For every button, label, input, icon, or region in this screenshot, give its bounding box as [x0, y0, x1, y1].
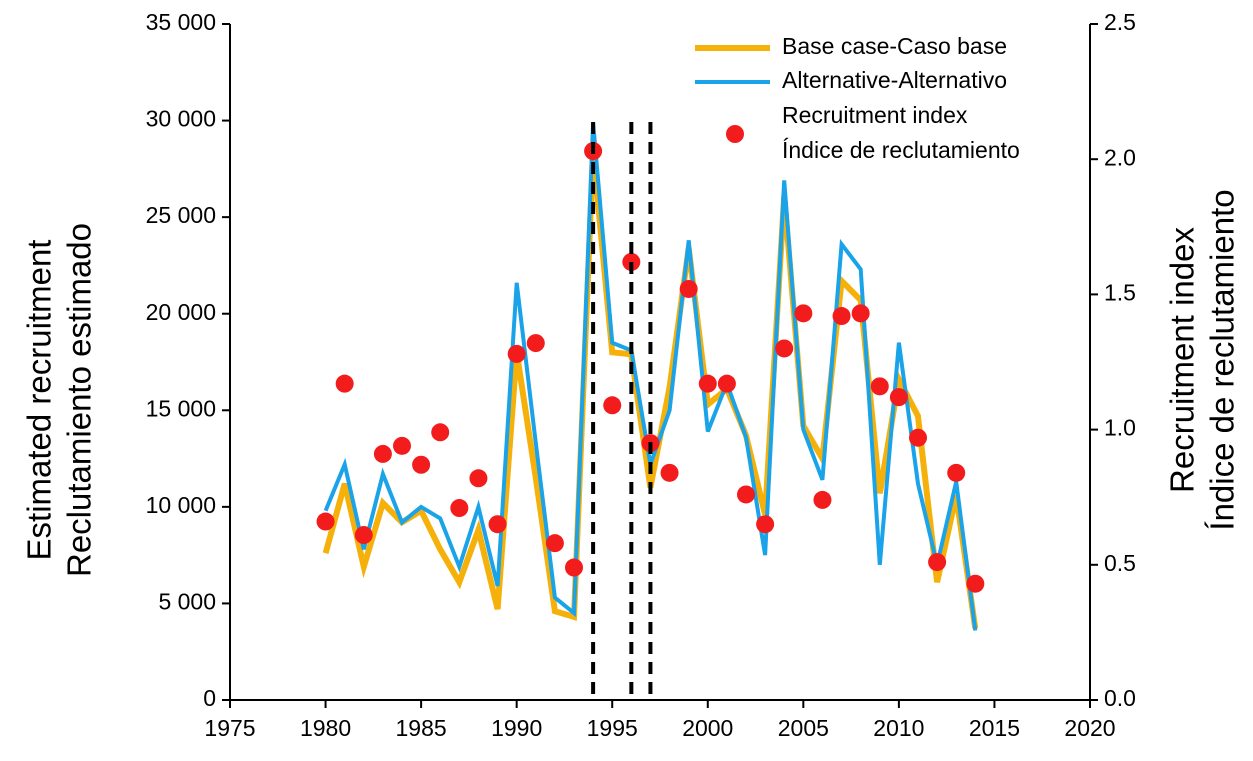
index-dot	[469, 469, 488, 488]
index-dot	[909, 428, 927, 447]
legend-label: Recruitment index	[782, 102, 968, 128]
index-dot	[679, 279, 698, 298]
index-dot	[737, 485, 755, 504]
y-tick-label: 10 000	[146, 492, 216, 518]
y2-tick-label: 1.0	[1104, 415, 1136, 441]
index-dot	[813, 490, 832, 509]
index-dot	[870, 377, 889, 396]
series-line	[323, 122, 978, 631]
axis-frame	[229, 24, 1091, 701]
y-tick-label: 35 000	[146, 9, 216, 35]
index-dot	[354, 526, 373, 545]
y-axis-title: Estimated recruitment	[21, 240, 58, 561]
y-axis-title: Reclutamiento estimado	[61, 223, 98, 577]
index-dot	[316, 512, 335, 531]
index-dot	[794, 304, 813, 323]
index-dot	[660, 463, 679, 482]
index-dot	[373, 444, 392, 463]
index-dot	[756, 515, 775, 534]
x-tick-label: 2005	[778, 715, 829, 741]
x-tick-label: 1975	[204, 715, 255, 741]
legend: Base case-Caso base Alternative-Alternati…	[695, 33, 1020, 163]
index-dot	[507, 344, 526, 363]
index-dot	[450, 499, 469, 518]
index-dot	[851, 304, 870, 323]
y-tick-label: 0	[203, 685, 216, 711]
y-tick-label: 15 000	[146, 395, 216, 421]
y2-tick-label: 0.5	[1104, 550, 1136, 576]
y2-tick-label: 2.5	[1104, 9, 1136, 35]
index-dot	[488, 515, 507, 534]
index-dot	[928, 553, 947, 572]
index-dot	[889, 388, 908, 407]
x-tick-label: 2000	[682, 715, 733, 741]
x-tick-label: 1985	[396, 715, 447, 741]
y2-tick-label: 2.0	[1104, 144, 1136, 170]
index-dot	[947, 463, 966, 482]
index-dot	[335, 374, 354, 393]
index-dot	[526, 334, 545, 353]
y-tick-label: 5 000	[158, 589, 216, 615]
x-tick-label: 1995	[587, 715, 638, 741]
x-tick-label: 1990	[491, 715, 542, 741]
index-dot	[565, 558, 583, 577]
index-dot	[393, 436, 411, 455]
index-dot	[717, 374, 736, 393]
legend-label: Índice de reclutamiento	[782, 137, 1020, 163]
x-tick-label: 1980	[300, 715, 351, 741]
x-tick-label: 2010	[873, 715, 924, 741]
index-dot	[545, 534, 564, 553]
y-tick-label: 25 000	[146, 202, 216, 228]
y-tick-label: 20 000	[146, 299, 216, 325]
y2-tick-label: 1.5	[1104, 279, 1136, 305]
y2-tick-label: 0.0	[1104, 685, 1136, 711]
y-tick-label: 30 000	[146, 106, 216, 132]
index-dot	[832, 307, 851, 326]
y2-axis-title: Recruitment index	[1164, 227, 1201, 493]
index-dot	[966, 574, 985, 593]
legend-label: Alternative-Alternativo	[782, 67, 1007, 93]
legend-marker	[726, 125, 744, 143]
index-dot	[412, 455, 431, 474]
y2-axis-title: Índice de reclutamiento	[1204, 189, 1241, 530]
index-dot	[775, 339, 794, 358]
index-dot	[431, 423, 450, 442]
x-tick-label: 2020	[1064, 715, 1115, 741]
x-tick-label: 2015	[969, 715, 1020, 741]
index-dot	[603, 396, 622, 415]
legend-label: Base case-Caso base	[782, 33, 1007, 59]
index-dot	[622, 252, 641, 271]
index-dot	[698, 374, 717, 393]
